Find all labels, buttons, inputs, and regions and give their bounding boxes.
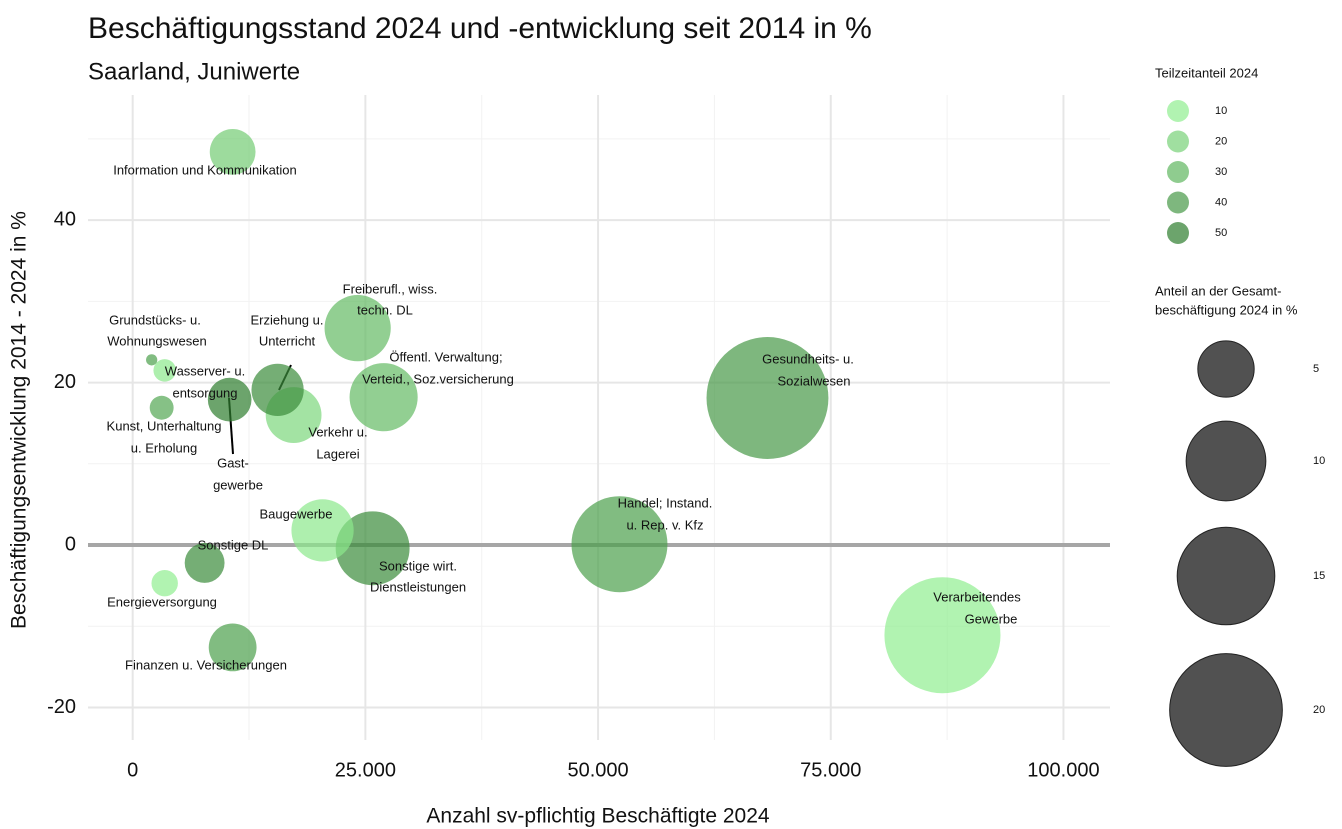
bubble-label: Sozialwesen [778, 373, 851, 388]
color-legend-label: 20 [1215, 135, 1227, 147]
bubble [571, 496, 668, 593]
bubble [151, 570, 178, 597]
bubble-label: Finanzen u. Versicherungen [125, 657, 287, 672]
bubble-label: Öffentl. Verwaltung; [389, 349, 502, 364]
size-legend-label: 10 [1313, 455, 1325, 467]
color-legend-key [1167, 222, 1189, 244]
bubble-label: u. Rep. v. Kfz [626, 517, 703, 532]
y-tick-label: 40 [54, 208, 76, 230]
bubble-label: Dienstleistungen [370, 579, 466, 594]
size-legend-title: Anteil an der Gesamt- [1155, 283, 1281, 298]
color-legend-key [1167, 100, 1189, 122]
bubble [324, 295, 391, 362]
color-legend-key [1167, 191, 1189, 214]
bubble [208, 623, 257, 672]
bubble [349, 363, 418, 432]
size-legend-key [1169, 653, 1283, 767]
chart-subtitle: Saarland, Juniwerte [88, 58, 300, 85]
y-tick-label: 0 [65, 533, 76, 555]
x-tick-label: 50.000 [567, 759, 628, 781]
bubble [149, 395, 174, 420]
bubble-label: Verarbeitendes [933, 589, 1021, 604]
bubble [209, 128, 256, 175]
bubble-label: Lagerei [316, 446, 359, 461]
x-axis-label: Anzahl sv-pflichtig Beschäftigte 2024 [426, 805, 770, 828]
color-legend-label: 50 [1215, 227, 1227, 239]
bubble-label: Gast- [217, 455, 249, 470]
bubble-label: entsorgung [172, 385, 237, 400]
size-legend-title: beschäftigung 2024 in % [1155, 302, 1298, 317]
bubble-label: Wohnungswesen [107, 333, 207, 348]
x-tick-label: 0 [127, 759, 138, 781]
y-tick-label: 20 [54, 371, 76, 393]
bubble [291, 499, 354, 562]
bubble-label: Sonstige wirt. [379, 558, 457, 573]
bubble-label: Energieversorgung [107, 594, 217, 609]
bubble-label: Baugewerbe [260, 506, 333, 521]
chart-title: Beschäftigungsstand 2024 und -entwicklun… [88, 12, 872, 45]
bubble-label: Information und Kommunikation [113, 162, 297, 177]
x-tick-label: 75.000 [800, 759, 861, 781]
bubble-label: Unterricht [259, 333, 316, 348]
color-legend-label: 40 [1215, 196, 1227, 208]
bubble-label: Wasserver- u. [165, 363, 245, 378]
color-legend-key [1167, 130, 1189, 153]
bubble [706, 337, 829, 459]
x-tick-label: 25.000 [335, 759, 396, 781]
bubble [335, 511, 410, 586]
bubble-label: Verteid., Soz.versicherung [362, 371, 514, 386]
size-legend-label: 20 [1313, 704, 1325, 716]
bubble-label: Handel; Instand. [618, 495, 713, 510]
bubble-label: Gewerbe [965, 611, 1018, 626]
bubble [251, 363, 304, 417]
color-legend-key [1167, 161, 1189, 183]
bubble-label: Gesundheits- u. [762, 351, 854, 366]
bubble [146, 354, 158, 366]
bubble-label: Verkehr u. [308, 424, 367, 439]
size-legend-key [1197, 340, 1255, 398]
size-legend-key [1176, 526, 1276, 626]
size-legend-label: 15 [1313, 570, 1325, 582]
bubble [884, 577, 1001, 694]
bubble-label: Kunst, Unterhaltung [107, 418, 222, 433]
size-legend-label: 5 [1313, 363, 1319, 375]
color-legend-label: 10 [1215, 105, 1227, 117]
bubble-label: Erziehung u. [251, 312, 324, 327]
bubble-label: Freiberufl., wiss. [343, 281, 438, 296]
bubble [207, 377, 252, 422]
color-legend-title: Teilzeitanteil 2024 [1155, 65, 1258, 80]
bubble [153, 359, 176, 382]
bubble-label: techn. DL [357, 302, 413, 317]
y-axis-label: Beschäftigungsentwicklung 2014 - 2024 in… [8, 211, 31, 629]
bubble-label: gewerbe [213, 477, 263, 492]
bubble-label: Grundstücks- u. [109, 312, 201, 327]
x-tick-label: 100.000 [1027, 759, 1099, 781]
size-legend-key [1185, 420, 1267, 502]
bubble-label: u. Erholung [131, 440, 198, 455]
bubble [184, 542, 225, 583]
bubble-label: Sonstige DL [198, 537, 269, 552]
y-tick-label: -20 [47, 696, 76, 718]
color-legend-label: 30 [1215, 166, 1227, 178]
